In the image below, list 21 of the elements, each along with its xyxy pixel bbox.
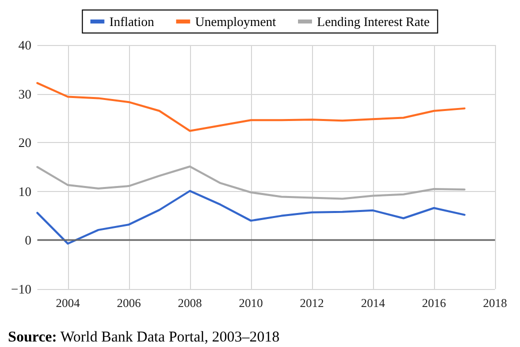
x-tick-label: 2006	[116, 296, 141, 310]
y-tick-label: 30	[18, 86, 32, 102]
y-tick-label: 10	[18, 184, 32, 199]
legend-label: Inflation	[109, 14, 155, 29]
y-tick-label: −10	[10, 282, 32, 296]
y-tick-label: 20	[18, 135, 32, 150]
y-tick-label: 0	[24, 232, 32, 248]
source-note: Source: World Bank Data Portal, 2003–2018	[8, 330, 280, 346]
legend-label: Unemployment	[195, 14, 276, 29]
x-tick-label: 2004	[56, 296, 80, 310]
line-series	[36, 166, 466, 200]
y-tick-label: 40	[18, 38, 32, 52]
line-series	[36, 190, 466, 245]
x-tick-label: 2010	[238, 296, 263, 310]
line-series	[36, 82, 466, 132]
x-tick-label: 2018	[483, 296, 507, 310]
x-tick-label: 2012	[300, 296, 324, 310]
x-tick-label: 2008	[178, 296, 202, 310]
legend-label: Lending Interest Rate	[317, 14, 430, 29]
x-tick-label: 2014	[360, 296, 385, 310]
x-tick-label: 2016	[422, 296, 446, 310]
